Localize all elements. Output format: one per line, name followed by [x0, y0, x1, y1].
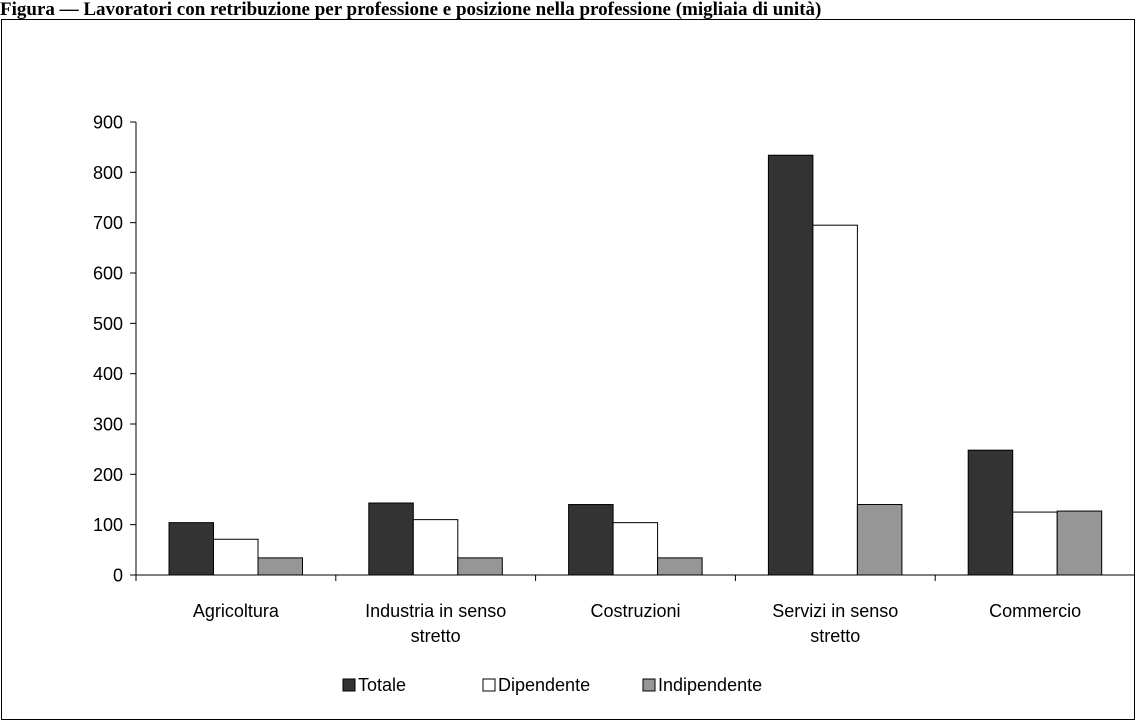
legend-label-indipendente: Indipendente	[658, 675, 762, 695]
x-tick-label: Industria in senso stretto	[365, 601, 506, 646]
bar-dipendente-4	[1012, 511, 1058, 576]
y-tick-label: 900	[93, 113, 123, 133]
bar-totale-0	[168, 522, 214, 576]
y-tick-label: 200	[93, 465, 123, 485]
y-tick-label: 400	[93, 364, 123, 384]
x-tick-label: Agricoltura	[193, 601, 280, 621]
bar-dipendente-1	[412, 519, 459, 576]
bar-indipendente-0	[257, 557, 303, 576]
bar-totale-2	[568, 504, 614, 576]
legend-label-totale: Totale	[358, 675, 406, 695]
bar-dipendente-2	[612, 522, 659, 576]
y-tick-label: 0	[113, 566, 123, 586]
y-tick-label: 800	[93, 163, 123, 183]
bar-indipendente-3	[856, 504, 903, 576]
figure-caption: Figura — Lavoratori con retribuzione per…	[0, 0, 822, 20]
y-tick-label: 500	[93, 314, 123, 334]
legend-swatch-indipendente	[642, 678, 656, 692]
y-tick-label: 300	[93, 415, 123, 435]
bar-totale-4	[967, 449, 1014, 576]
y-tick-label: 600	[93, 264, 123, 284]
chart-frame: 0 100 200 300 400 500 600 700 800 900 Agricoltura I…	[1, 19, 1135, 720]
bar-chart: 0 100 200 300 400 500 600 700 800 900 Agricoltura I…	[93, 113, 1134, 695]
x-tick-label: Costruzioni	[590, 601, 680, 621]
y-tick-label: 700	[93, 213, 123, 233]
legend-swatch-totale	[342, 678, 356, 692]
bar-indipendente-2	[657, 557, 703, 576]
legend-swatch-dipendente	[482, 678, 496, 692]
y-tick-label: 100	[93, 515, 123, 535]
bar-dipendente-3	[812, 224, 858, 576]
x-tick-label: Commercio	[989, 601, 1081, 621]
legend-label-dipendente: Dipendente	[498, 675, 590, 695]
bar-totale-1	[368, 502, 414, 576]
bar-indipendente-1	[457, 557, 503, 576]
x-tick-label: Servizi in senso stretto	[772, 601, 898, 646]
bar-dipendente-0	[213, 538, 259, 576]
bar-indipendente-4	[1056, 510, 1103, 576]
bar-totale-3	[767, 154, 814, 576]
